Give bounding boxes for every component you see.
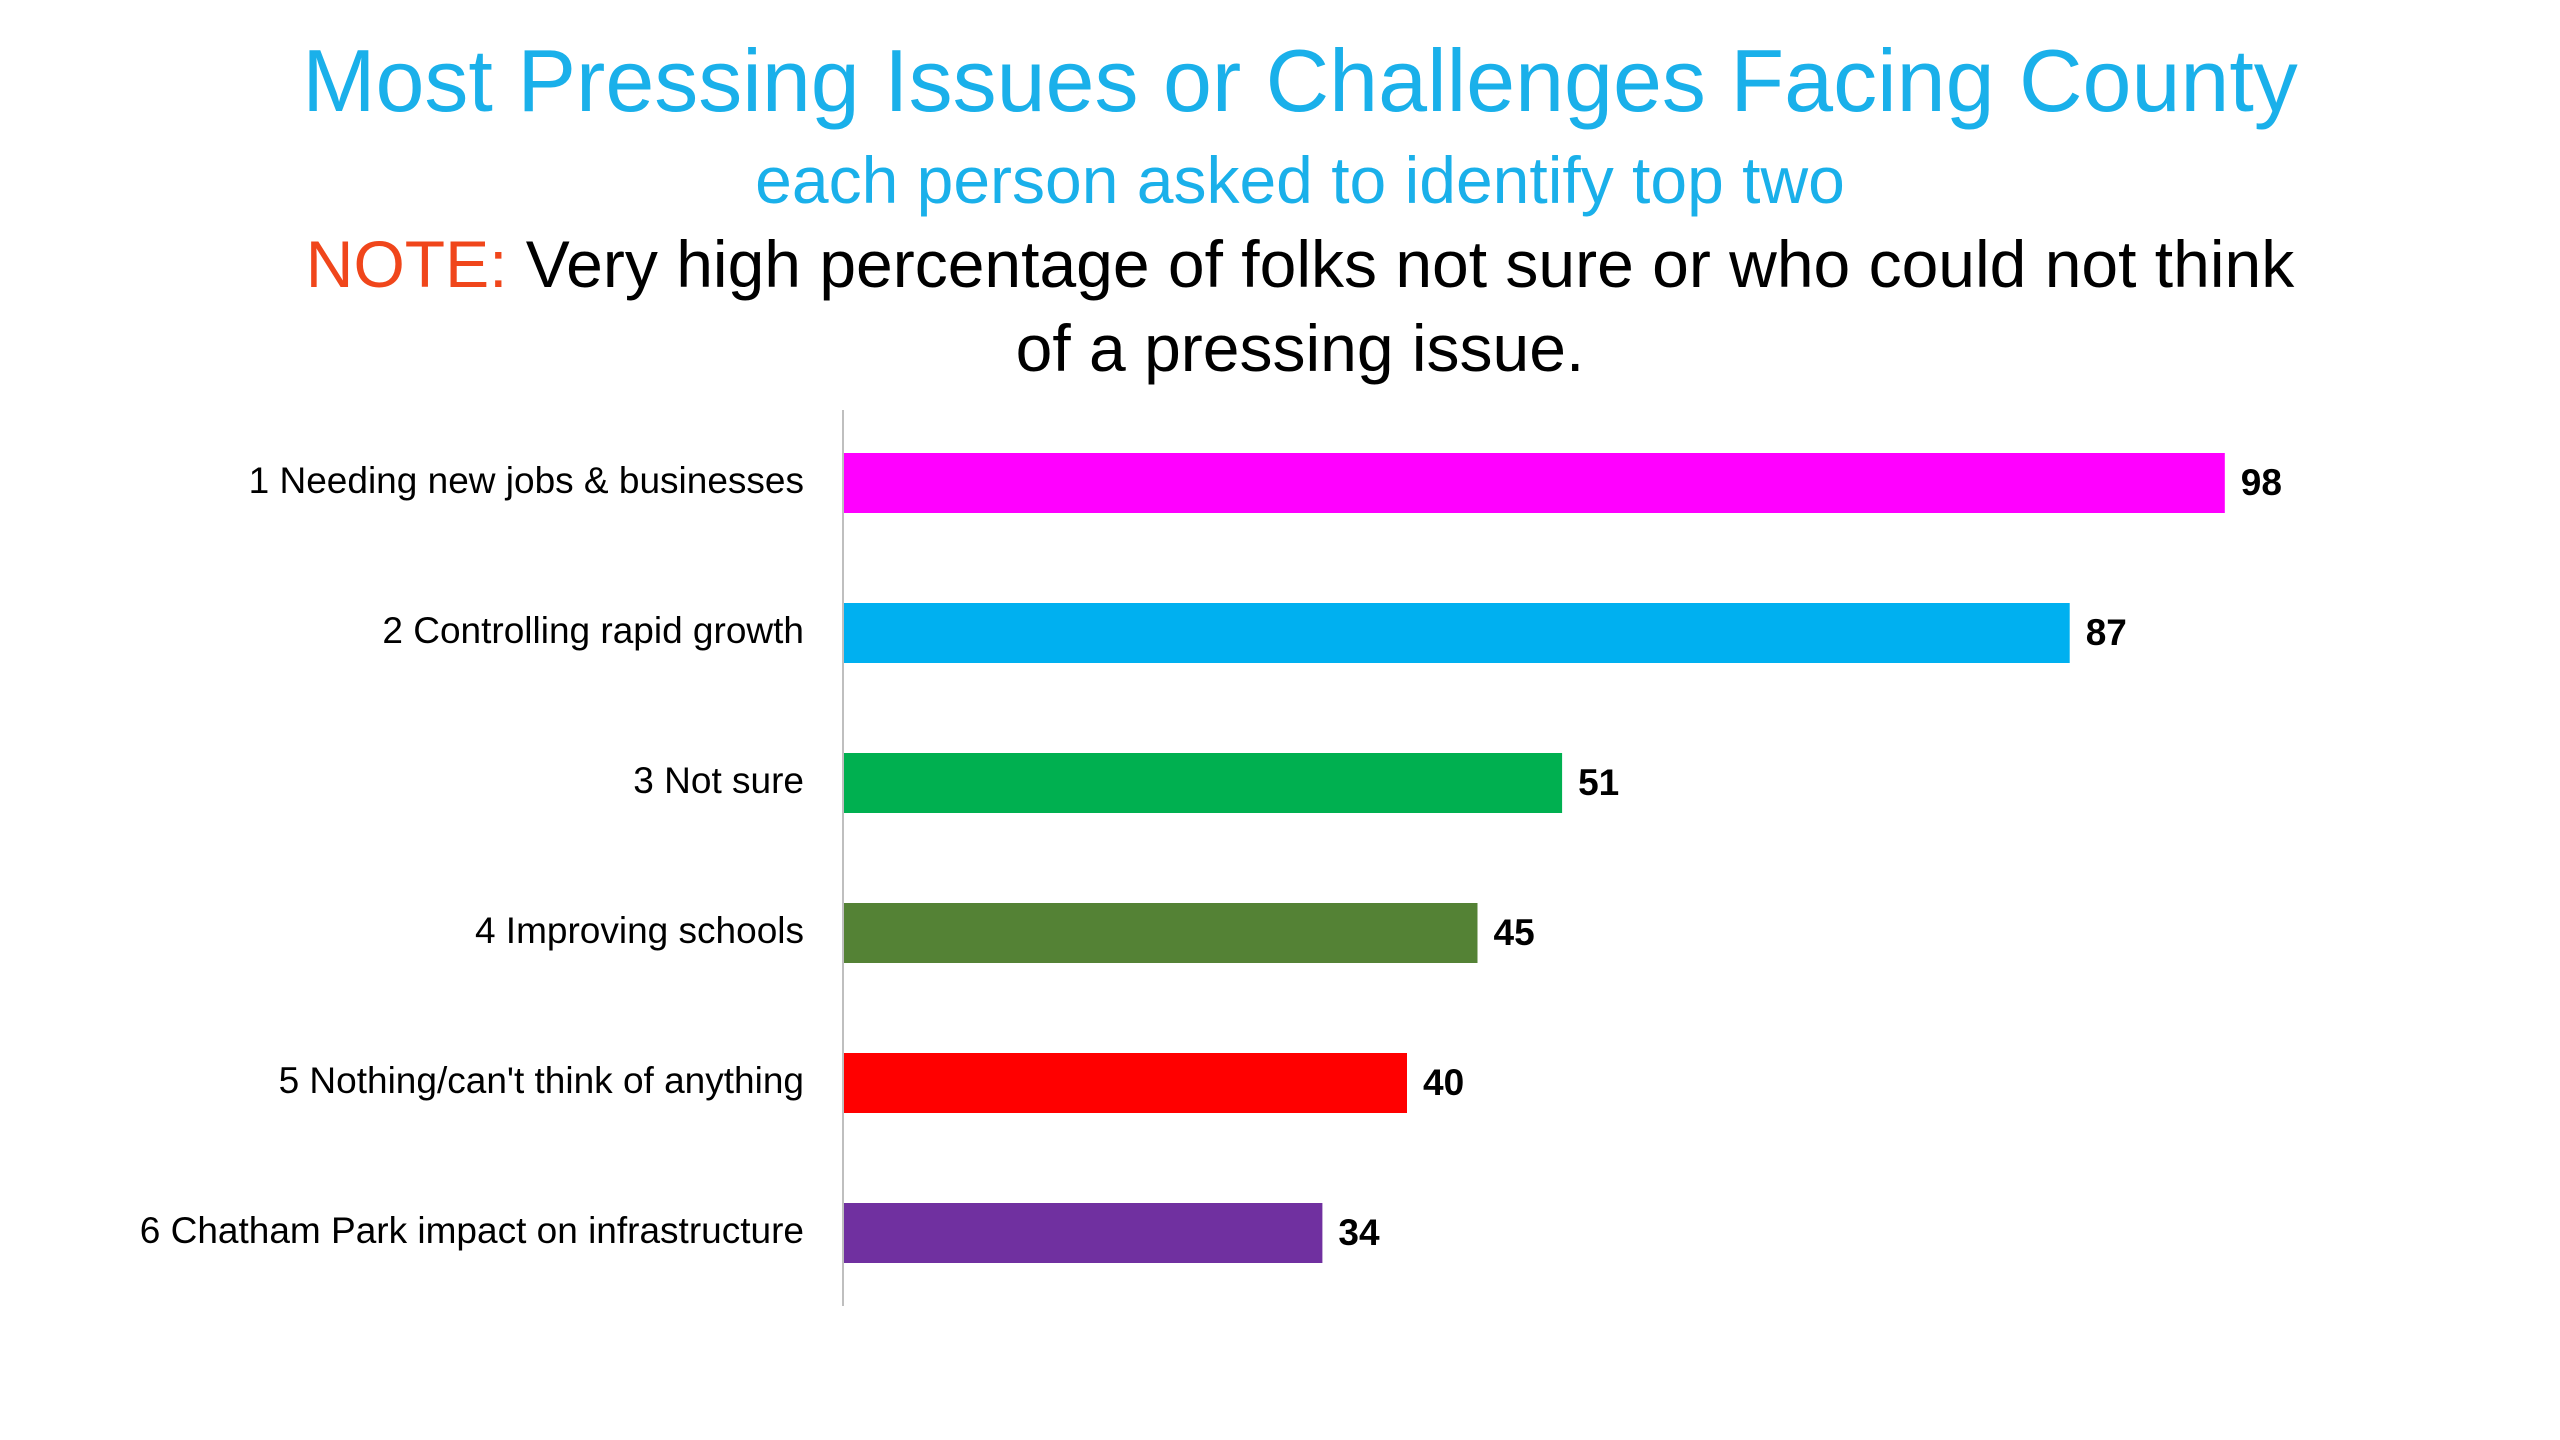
bar-5	[843, 1053, 1407, 1113]
chart-title: Most Pressing Issues or Challenges Facin…	[302, 31, 2298, 130]
chart-subtitle: each person asked to identify top two	[755, 143, 1845, 217]
value-labels-group: 98 87 51 45 40 34	[1338, 462, 2282, 1253]
category-label-4: 4 Improving schools	[475, 910, 804, 951]
bar-6	[843, 1203, 1323, 1263]
bars-group	[843, 453, 2225, 1263]
category-labels-group: 1 Needing new jobs & businesses 2 Control…	[140, 460, 804, 1251]
category-label-1: 1 Needing new jobs & businesses	[249, 460, 804, 501]
category-label-5: 5 Nothing/can't think of anything	[279, 1060, 804, 1101]
category-label-2: 2 Controlling rapid growth	[382, 610, 804, 651]
value-label-4: 45	[1494, 912, 1535, 953]
note-text: Very high percentage of folks not sure o…	[507, 227, 2295, 385]
value-label-6: 34	[1338, 1212, 1380, 1253]
chart-note: NOTE: Very high percentage of folks not …	[300, 222, 2300, 390]
bar-3	[843, 753, 1563, 813]
value-label-1: 98	[2241, 462, 2282, 503]
value-label-5: 40	[1423, 1062, 1464, 1103]
value-label-2: 87	[2086, 612, 2127, 653]
value-label-3: 51	[1578, 762, 1619, 803]
category-label-6: 6 Chatham Park impact on infrastructure	[140, 1210, 804, 1251]
category-label-3: 3 Not sure	[633, 760, 804, 801]
bar-2	[843, 603, 2070, 663]
note-label: NOTE:	[305, 227, 508, 301]
bar-4	[843, 903, 1478, 963]
bar-1	[843, 453, 2225, 513]
